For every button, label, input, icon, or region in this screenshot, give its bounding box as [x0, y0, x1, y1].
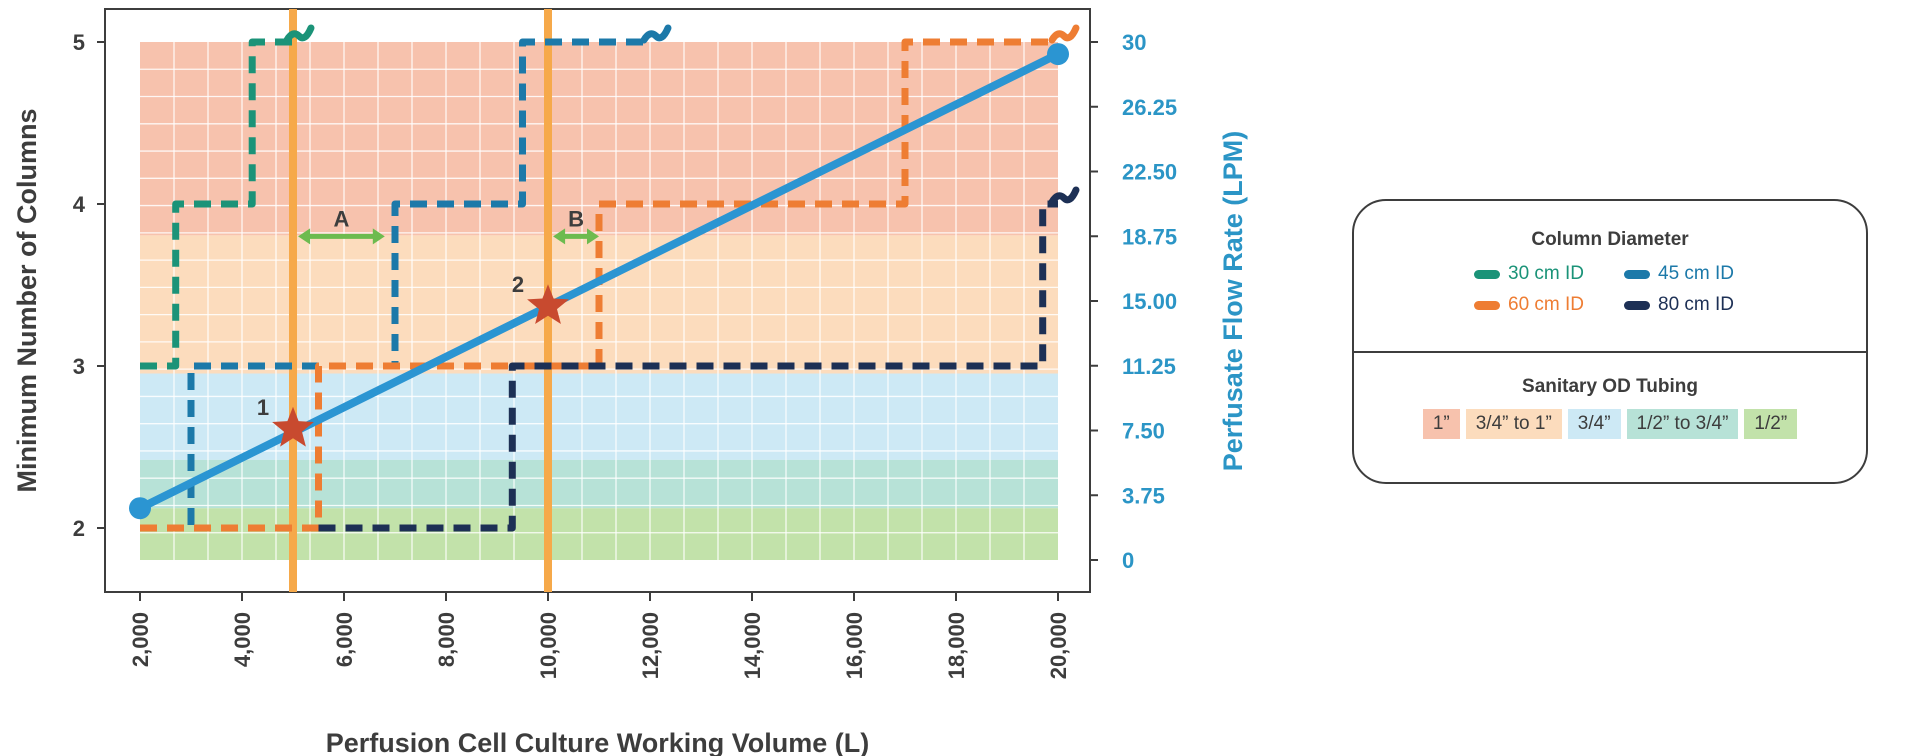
span-arrowhead-left-1 — [553, 228, 566, 245]
y-axis-title: Minimum Number of Columns — [12, 109, 42, 493]
span-arrowhead-left-0 — [298, 228, 311, 245]
legend-diameter-swatch — [1474, 300, 1500, 310]
y-tick-label: 2 — [73, 516, 85, 541]
y-tick-label: 4 — [73, 192, 86, 217]
legend-tubing-title: Sanitary OD Tubing — [1522, 376, 1698, 397]
y2-tick-label: 26.25 — [1122, 95, 1177, 120]
x-tick-label: 20,000 — [1046, 612, 1071, 679]
flow-line-start-dot — [129, 497, 151, 520]
legend-diameter-swatch — [1624, 269, 1650, 279]
y2-tick-label: 15.00 — [1122, 289, 1177, 314]
y2-tick-label: 22.50 — [1122, 160, 1177, 185]
x-tick-label: 2,000 — [128, 612, 153, 667]
marker-star-1 — [527, 284, 569, 324]
series-continuation-2 — [1048, 24, 1080, 44]
legend-tubing-chip: 1/2” to 3/4” — [1626, 409, 1739, 439]
marker-star-0 — [272, 406, 314, 447]
span-label-1: B — [568, 206, 584, 231]
legend-tubing-chip: 1/2” — [1744, 409, 1798, 439]
x-tick-label: 14,000 — [740, 612, 765, 679]
series-continuation-0 — [283, 24, 315, 44]
legend-diameter-swatch — [1624, 300, 1650, 310]
legend-diameter-item: 45 cm ID — [1624, 263, 1734, 285]
span-arrowhead-right-1 — [587, 228, 599, 245]
chart-svg: 2 3 4 5 0 3.75 7.50 11.25 15.00 18.75 22.50 26.25 30… — [12, 8, 1248, 756]
series-continuation-3 — [1048, 186, 1080, 206]
legend-divider — [1354, 351, 1866, 353]
y2-axis-title: Perfusate Flow Rate (LPM) — [1218, 131, 1248, 472]
marker-label-1: 2 — [512, 272, 524, 297]
x-tick-label: 12,000 — [638, 612, 663, 679]
marker-label-0: 1 — [257, 395, 269, 420]
x-tick-label: 16,000 — [842, 612, 867, 679]
x-tick-label: 4,000 — [230, 612, 255, 667]
legend-diameter-label: 60 cm ID — [1508, 294, 1585, 315]
tubing-band-4 — [140, 508, 1058, 560]
legend-diameter-title: Column Diameter — [1531, 229, 1689, 250]
legend-tubing-chip: 3/4” — [1567, 409, 1621, 439]
y2-tick-label: 11.25 — [1122, 354, 1176, 379]
legend-tubing-items: 1” 3/4” to 1” 3/4” 1/2” to 3/4” 1/2” — [1354, 409, 1866, 439]
legend-tubing-chip: 3/4” to 1” — [1465, 409, 1562, 439]
series-line-3 — [318, 200, 1058, 532]
x-tick-label: 8,000 — [434, 612, 459, 667]
y2-tick-label: 7.50 — [1122, 419, 1165, 444]
x-tick-label: 6,000 — [332, 612, 357, 667]
y2-tick-label: 30 — [1122, 30, 1146, 55]
y2-tick-label: 3.75 — [1122, 483, 1165, 508]
legend-tubing-chip: 1” — [1422, 409, 1460, 439]
tubing-band-3 — [140, 459, 1058, 509]
y2-tick-label: 0 — [1122, 548, 1134, 573]
legend-diameter-swatch — [1474, 269, 1500, 279]
series-line-0 — [140, 38, 293, 370]
series-continuation-1 — [640, 24, 672, 44]
x-tick-label: 10,000 — [536, 612, 561, 679]
x-tick-label: 18,000 — [944, 612, 969, 679]
markers-layer: 12 — [257, 272, 569, 447]
series-line-1 — [140, 38, 650, 532]
span-label-0: A — [334, 206, 350, 231]
legend-diameter-label: 30 cm ID — [1508, 263, 1585, 284]
y-tick-label: 3 — [73, 354, 85, 379]
axis-ticks: 2 3 4 5 0 3.75 7.50 11.25 15.00 18.75 22.50 26.25 30… — [73, 30, 1177, 679]
y-tick-label: 5 — [73, 30, 85, 55]
tubing-band-2 — [140, 373, 1058, 460]
legend-diameter-label: 45 cm ID — [1658, 263, 1735, 284]
legend-box: Column Diameter 30 cm ID 45 cm ID 60 cm ID… — [1352, 199, 1868, 484]
flow-line-end-dot — [1047, 43, 1069, 66]
y2-tick-label: 18.75 — [1122, 224, 1177, 249]
legend-diameter-item: 80 cm ID — [1624, 294, 1734, 316]
legend-diameter-label: 80 cm ID — [1658, 294, 1735, 315]
span-arrowhead-right-0 — [372, 228, 385, 245]
legend-diameter-item: 60 cm ID — [1474, 294, 1584, 316]
x-axis-title: Perfusion Cell Culture Working Volume (L… — [326, 728, 870, 756]
legend-diameter-item: 30 cm ID — [1474, 263, 1584, 285]
